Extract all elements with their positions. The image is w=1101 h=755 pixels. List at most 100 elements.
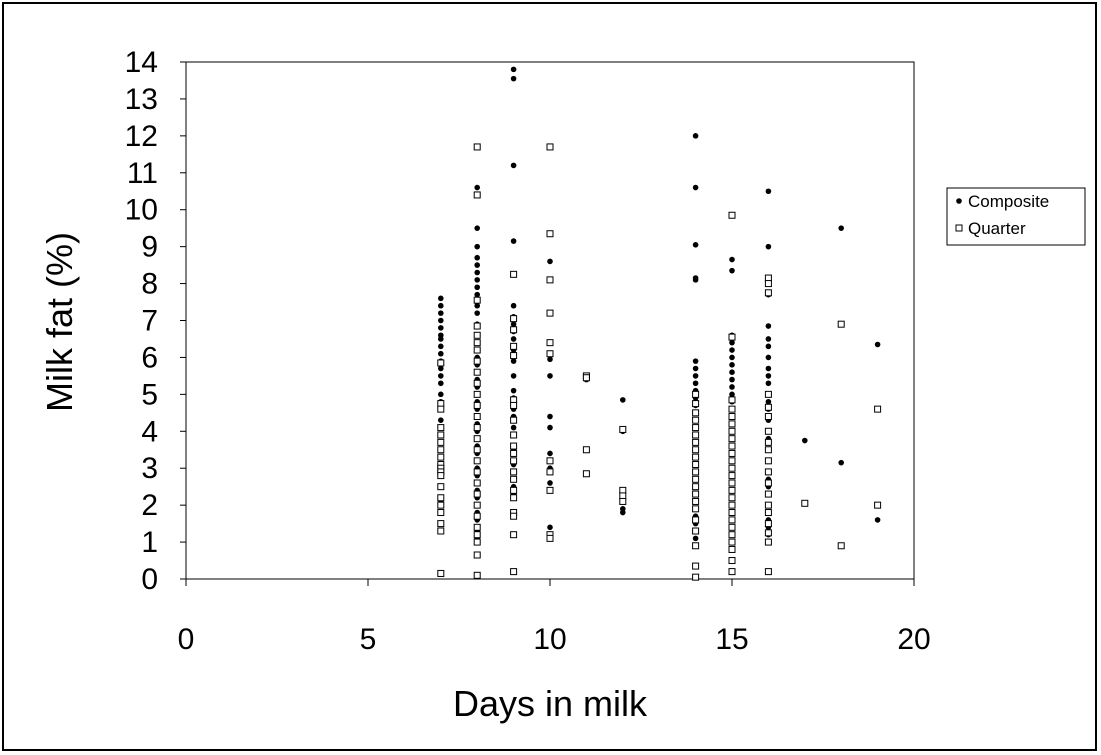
data-point-quarter: [510, 352, 518, 360]
data-point-quarter: [473, 446, 481, 454]
data-point-composite: [474, 184, 481, 191]
data-point-composite: [547, 424, 553, 431]
y-tick-label: 0: [141, 563, 158, 596]
data-point-quarter: [764, 529, 772, 537]
data-point-composite: [765, 365, 772, 372]
data-point-composite: [547, 413, 553, 420]
data-point-quarter: [437, 483, 445, 491]
data-point-quarter: [437, 520, 445, 528]
data-point-quarter: [437, 405, 445, 413]
data-point-composite: [838, 225, 844, 231]
data-point-composite: [510, 358, 517, 364]
data-point-quarter: [764, 568, 772, 576]
data-point-quarter: [692, 573, 700, 581]
data-point-quarter: [764, 520, 772, 528]
data-point-composite: [547, 450, 553, 457]
data-point-quarter: [728, 545, 736, 553]
data-point-quarter: [473, 346, 481, 354]
data-point-composite: [510, 387, 517, 394]
data-point-quarter: [728, 501, 736, 509]
data-point-quarter: [510, 512, 518, 520]
data-point-composite: [474, 243, 481, 250]
y-tick-label: 14: [125, 46, 158, 79]
legend: Composite Quarter: [946, 187, 1086, 246]
data-point-composite: [438, 365, 444, 372]
data-point-composite: [510, 162, 517, 169]
data-point-quarter: [437, 359, 445, 367]
data-point-composite: [765, 243, 772, 250]
legend-marker-composite: [956, 198, 962, 204]
x-tick-label: 20: [897, 623, 930, 656]
data-point-quarter: [728, 531, 736, 539]
data-point-quarter: [764, 403, 772, 411]
data-point-quarter: [546, 534, 554, 542]
data-point-composite: [547, 258, 553, 265]
data-point-quarter: [546, 309, 554, 317]
data-point-quarter: [764, 427, 772, 435]
data-point-quarter: [764, 457, 772, 465]
data-point-quarter: [692, 483, 700, 491]
data-point-composite: [692, 365, 699, 372]
data-point-composite: [729, 391, 735, 398]
data-point-quarter: [473, 424, 481, 432]
data-point-quarter: [619, 425, 627, 433]
data-point-composite: [620, 397, 626, 403]
data-point-quarter: [546, 468, 554, 476]
data-point-composite: [438, 295, 444, 302]
data-point-quarter: [692, 390, 700, 398]
data-point-quarter: [510, 401, 518, 409]
data-point-quarter: [510, 270, 518, 278]
data-point-composite: [438, 310, 444, 316]
data-point-quarter: [728, 413, 736, 421]
data-point-quarter: [728, 523, 736, 531]
data-point-composite: [510, 424, 517, 431]
data-point-quarter: [728, 333, 736, 341]
data-point-quarter: [728, 396, 736, 404]
data-point-quarter: [728, 538, 736, 546]
data-point-quarter: [874, 405, 882, 413]
data-point-quarter: [764, 490, 772, 498]
data-point-quarter: [437, 569, 445, 577]
legend-marker-quarter: [955, 224, 963, 232]
data-point-composite: [765, 398, 772, 405]
data-point-quarter: [473, 357, 481, 365]
data-point-quarter: [546, 350, 554, 358]
legend-label-composite: Composite: [968, 192, 1049, 211]
data-point-composite: [692, 133, 699, 139]
data-point-quarter: [728, 435, 736, 443]
data-point-composite: [510, 66, 517, 73]
data-point-composite: [729, 384, 735, 390]
data-point-quarter: [546, 339, 554, 347]
data-point-quarter: [728, 516, 736, 524]
data-point-composite: [438, 343, 444, 350]
data-point-quarter: [764, 538, 772, 546]
data-point-composite: [729, 362, 735, 368]
data-point-composite: [692, 184, 699, 191]
data-point-quarter: [473, 435, 481, 443]
data-point-quarter: [546, 230, 554, 238]
data-point-quarter: [692, 438, 700, 446]
data-point-quarter: [510, 531, 518, 539]
data-point-quarter: [546, 276, 554, 284]
data-point-quarter: [582, 374, 590, 382]
data-point-quarter: [692, 424, 700, 432]
data-point-quarter: [728, 472, 736, 480]
data-point-quarter: [473, 490, 481, 498]
data-point-composite: [510, 373, 517, 379]
data-point-composite: [474, 225, 481, 231]
data-point-quarter: [692, 497, 700, 505]
data-point-quarter: [764, 289, 772, 297]
x-tick-label: 0: [178, 623, 195, 656]
data-point-quarter: [692, 490, 700, 498]
data-point-composite: [765, 354, 772, 361]
y-tick-label: 9: [141, 231, 158, 264]
data-point-quarter: [473, 379, 481, 387]
data-point-quarter: [473, 322, 481, 330]
data-point-composite: [438, 317, 444, 324]
data-point-composite: [438, 350, 444, 357]
legend-box: [946, 187, 1086, 246]
data-point-composite: [874, 517, 881, 523]
